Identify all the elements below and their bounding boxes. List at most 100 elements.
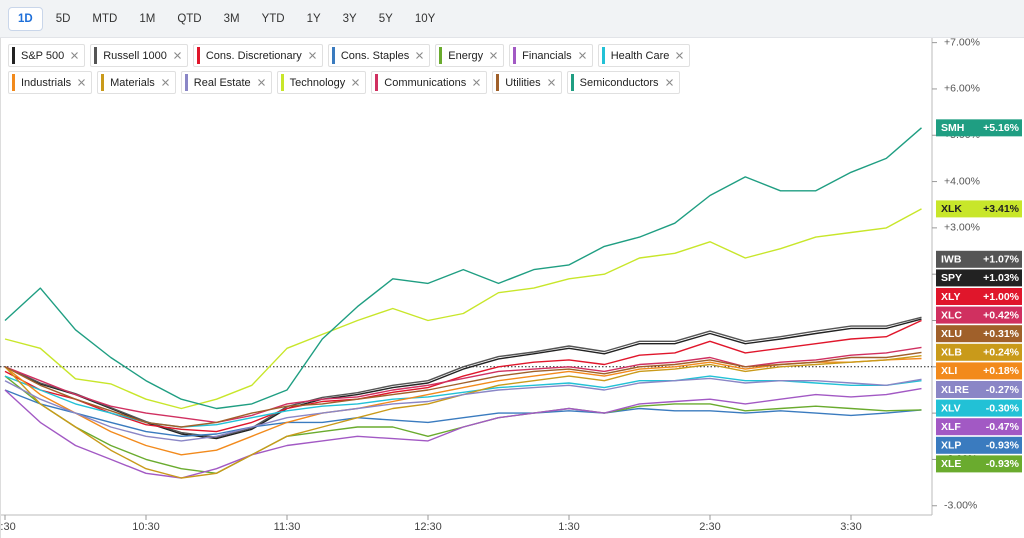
remove-icon-stroke (473, 79, 481, 86)
range-button[interactable]: 10Y (414, 12, 436, 25)
legend-swatch (12, 74, 15, 91)
series-line (4, 355, 922, 479)
y-tick-label: +3.00% (944, 222, 980, 234)
legend-item[interactable]: Energy (435, 44, 505, 67)
remove-icon-stroke (78, 79, 86, 86)
legend-swatch (601, 47, 605, 64)
legend-item[interactable]: Technology (276, 71, 367, 94)
remove-icon[interactable] (352, 79, 360, 86)
legend-item[interactable]: Real Estate (180, 71, 272, 94)
legend-label: S&P 500 (21, 49, 65, 62)
legend-item[interactable]: Communications (371, 71, 488, 94)
legend-swatch (375, 74, 379, 91)
remove-icon-stroke (665, 79, 673, 86)
end-tag (936, 418, 1022, 436)
legend-label: Cons. Staples (340, 49, 410, 62)
remove-icon[interactable] (547, 79, 555, 86)
remove-icon[interactable] (71, 52, 79, 59)
range-button[interactable]: QTD (177, 12, 202, 25)
range-button[interactable]: 5D (55, 12, 71, 25)
remove-icon[interactable] (416, 52, 424, 59)
x-tick-label: 9:30 (0, 521, 16, 533)
legend-label: Real Estate (193, 76, 251, 89)
legend-item[interactable]: Health Care (597, 44, 691, 67)
series-line (4, 316, 922, 438)
end-tag-ticker: XLI (941, 365, 957, 377)
end-tag-label: -0.30% (986, 402, 1020, 414)
legend-item[interactable]: Russell 1000 (90, 44, 188, 67)
end-tag (936, 306, 1022, 324)
legend-label: Materials (110, 76, 155, 89)
end-tag (936, 250, 1022, 268)
legend-swatch (196, 47, 200, 64)
end-tag-label: +5.16% (983, 122, 1020, 134)
end-tag-label: +3.41% (983, 203, 1020, 215)
remove-icon[interactable] (308, 52, 316, 59)
legend: S&P 500 Russell 1000 Cons. Discretionary Co… (8, 44, 738, 94)
range-button[interactable]: 1Y (306, 12, 321, 25)
legend-item[interactable]: Financials (509, 44, 593, 67)
remove-icon-stroke (416, 52, 424, 59)
remove-icon[interactable] (490, 52, 498, 59)
legend-item[interactable]: Semiconductors (566, 71, 680, 94)
legend-item[interactable]: Industrials (8, 71, 93, 94)
range-button[interactable]: 1M (139, 12, 156, 25)
legend-item[interactable]: Cons. Staples (327, 44, 431, 67)
remove-icon[interactable] (578, 52, 586, 59)
end-tag-ticker: XLC (941, 309, 962, 321)
remove-icon[interactable] (78, 79, 86, 86)
legend-swatch (439, 47, 443, 64)
remove-icon-stroke (161, 79, 169, 86)
series-line (4, 357, 922, 456)
end-tag-ticker: IWB (941, 254, 962, 266)
legend-item[interactable]: Utilities (492, 71, 562, 94)
legend-label: Russell 1000 (103, 49, 167, 62)
range-button[interactable]: MTD (92, 12, 118, 25)
range-button[interactable]: 3M (223, 12, 240, 25)
legend-swatch (496, 74, 500, 91)
legend-swatch (570, 74, 574, 91)
remove-icon[interactable] (676, 52, 684, 59)
legend-item[interactable]: S&P 500 (8, 44, 86, 67)
remove-icon[interactable] (665, 79, 673, 86)
end-tag-label: -0.47% (986, 421, 1020, 433)
remove-icon-stroke (578, 52, 586, 59)
series-line (4, 208, 922, 410)
end-tag-label: +0.24% (983, 347, 1020, 359)
end-tag (936, 119, 1022, 137)
legend-swatch (280, 74, 284, 91)
end-tag-ticker: XLRE (941, 384, 969, 396)
series-line (4, 389, 922, 437)
end-tag-ticker: XLP (941, 440, 961, 452)
remove-icon[interactable] (173, 52, 181, 59)
remove-icon-stroke (173, 52, 181, 59)
legend-swatch (184, 74, 188, 91)
range-button[interactable]: 5Y (378, 12, 393, 25)
legend-item[interactable]: Materials (97, 71, 176, 94)
range-button[interactable]: 1D (8, 6, 43, 31)
end-tag (936, 380, 1022, 398)
end-tag-ticker: XLF (941, 421, 961, 433)
legend-swatch (513, 47, 517, 64)
range-button[interactable]: 3Y (342, 12, 357, 25)
end-tag-ticker: XLV (941, 402, 961, 414)
legend-label: Energy (448, 49, 484, 62)
series-line (4, 351, 922, 428)
series-line (4, 377, 922, 442)
legend-swatch (12, 47, 15, 64)
remove-icon[interactable] (257, 79, 265, 86)
legend-label: Cons. Discretionary (205, 49, 302, 62)
x-tick-label: 1:30 (558, 521, 579, 533)
remove-icon-stroke (676, 52, 684, 59)
remove-icon[interactable] (161, 79, 169, 86)
end-tag-label: +1.07% (983, 254, 1020, 266)
x-tick-label: 10:30 (132, 521, 160, 533)
range-button[interactable]: YTD (261, 12, 285, 25)
end-tag-label: +1.03% (983, 272, 1020, 284)
remove-icon-stroke (352, 79, 360, 86)
end-tag-label: -0.93% (986, 458, 1020, 470)
legend-item[interactable]: Cons. Discretionary (192, 44, 323, 67)
remove-icon[interactable] (473, 79, 481, 86)
end-tag-label: -0.93% (986, 440, 1020, 452)
